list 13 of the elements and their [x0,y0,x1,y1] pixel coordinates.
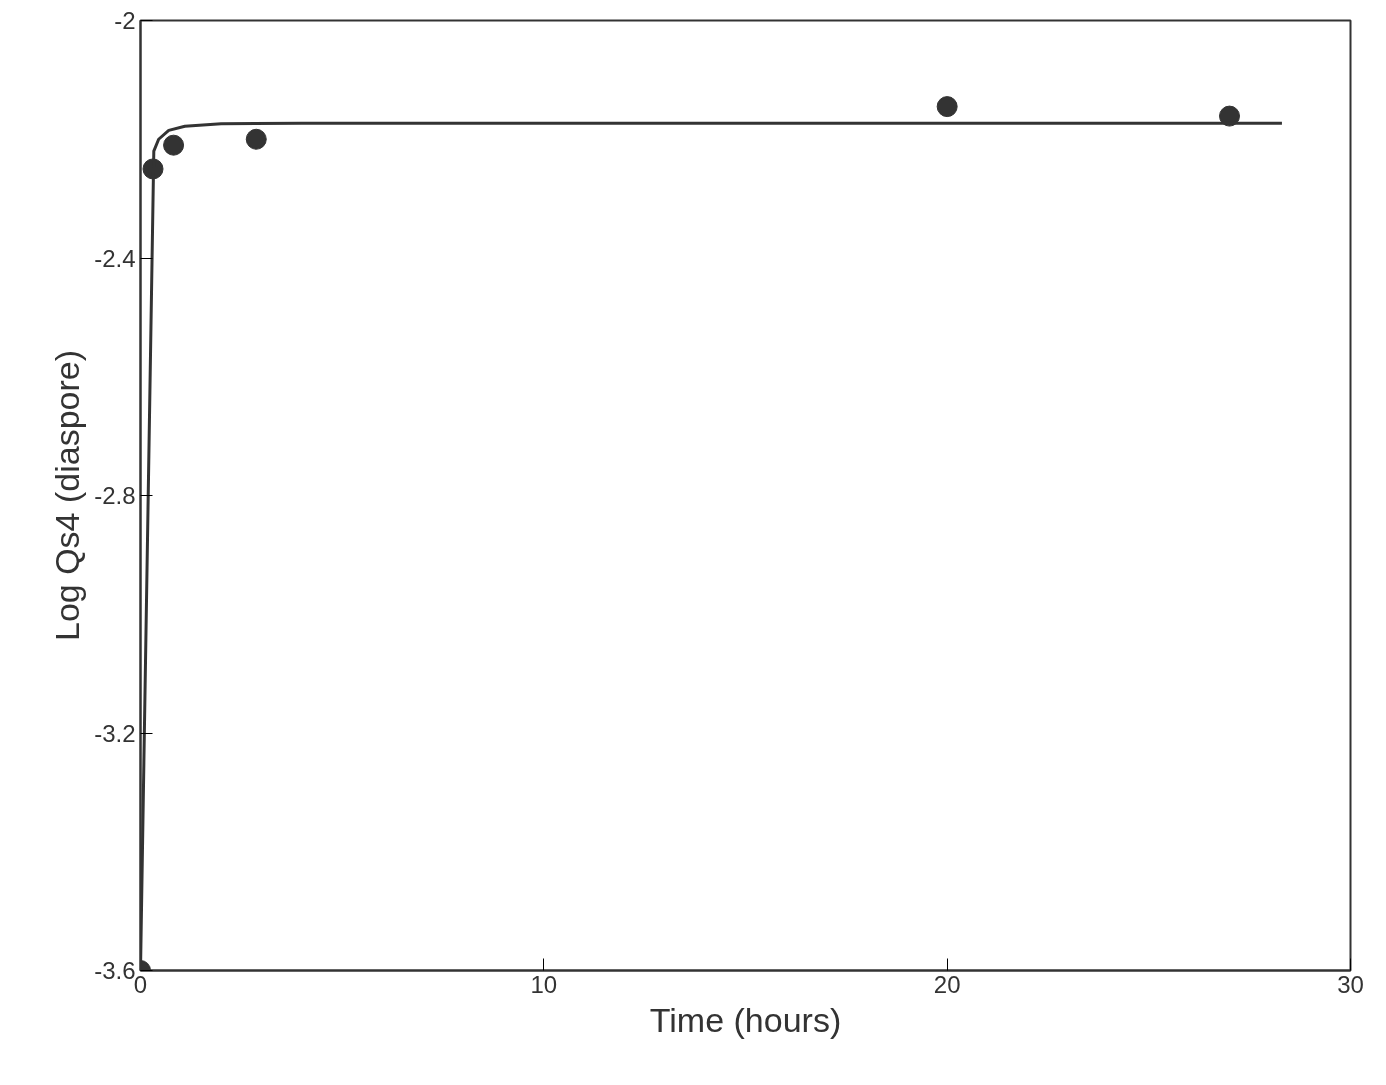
point [1219,105,1240,127]
point [163,134,185,156]
x-tick-label: 20 [933,970,961,998]
y-tick-label: -3.2 [94,719,136,747]
x-axis-title: Time (hours) [649,1000,842,1039]
y-tick-label: -2.4 [94,244,136,272]
x-tick-label: 30 [1337,970,1364,998]
y-axis-title: Log Qs4 (diaspore) [48,349,87,642]
y-tick-label: -2 [114,7,136,34]
point [245,128,267,150]
point [936,96,958,118]
x-tick-label: 10 [530,970,558,998]
y-tick-label: -2.8 [94,482,136,509]
